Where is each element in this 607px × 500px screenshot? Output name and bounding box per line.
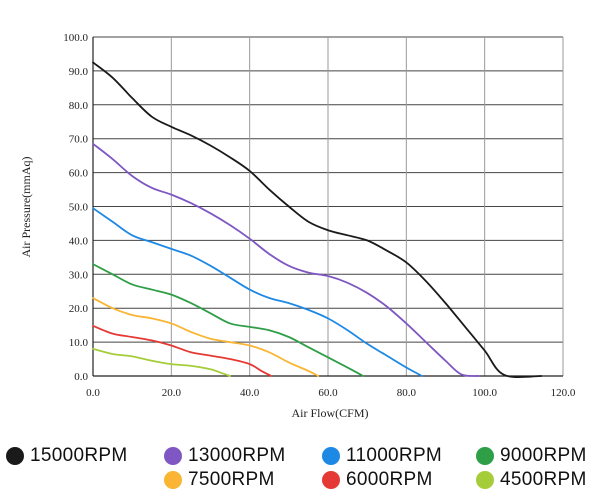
- legend-label: 7500RPM: [188, 469, 275, 490]
- legend-marker: [322, 447, 340, 465]
- series-group: [92, 61, 543, 379]
- legend-label: 9000RPM: [500, 445, 587, 466]
- y-axis-title: Air Pressure(mmAq): [19, 157, 33, 258]
- legend-item: 11000RPM: [322, 444, 442, 468]
- series-line-15000rpm: [92, 61, 543, 379]
- y-tick-label: 50.0: [69, 202, 89, 214]
- chart-svg: 0.0 10.0 20.0 30.0 40.0 50.0 60.0 70.0 80.0 90.0 1…: [19, 32, 576, 420]
- legend-item: 4500RPM: [476, 468, 587, 492]
- y-tick-label: 100.0: [63, 32, 88, 44]
- legend: 15000RPM 13000RPM 11000RPM 9000RPM 7500RPM 60…: [0, 438, 607, 500]
- legend-label: 6000RPM: [346, 469, 433, 490]
- legend-item: 15000RPM: [6, 444, 127, 468]
- x-tick-label: 80.0: [397, 387, 417, 399]
- grid: [93, 36, 564, 376]
- legend-label: 4500RPM: [500, 469, 587, 490]
- y-tick-label: 80.0: [69, 100, 89, 112]
- series-line-13000rpm: [92, 142, 480, 377]
- x-tick-label: 0.0: [86, 387, 100, 399]
- series-line-6000rpm: [92, 324, 273, 377]
- legend-label: 11000RPM: [346, 445, 443, 466]
- x-tick-label: 120.0: [551, 387, 576, 399]
- legend-marker: [6, 447, 24, 465]
- series-line-9000rpm: [92, 263, 365, 377]
- x-tick-label: 60.0: [318, 387, 338, 399]
- legend-marker: [322, 471, 340, 489]
- legend-marker: [476, 447, 494, 465]
- legend-marker: [164, 471, 182, 489]
- y-tick-label: 10.0: [69, 337, 89, 349]
- y-tick-label: 0.0: [74, 371, 88, 383]
- x-tick-label: 100.0: [472, 387, 497, 399]
- x-tick-label: 20.0: [162, 387, 182, 399]
- legend-marker: [164, 447, 182, 465]
- legend-marker: [476, 471, 494, 489]
- legend-label: 13000RPM: [188, 445, 286, 466]
- tick-labels: 0.0 10.0 20.0 30.0 40.0 50.0 60.0 70.0 80.0 90.0 1…: [63, 32, 576, 399]
- y-tick-label: 30.0: [69, 269, 89, 281]
- series-line-11000rpm: [92, 207, 423, 377]
- series-line-7500rpm: [92, 297, 320, 377]
- y-tick-label: 90.0: [69, 66, 89, 78]
- y-tick-label: 20.0: [69, 303, 89, 315]
- axes: [92, 37, 563, 377]
- y-tick-label: 60.0: [69, 168, 89, 180]
- legend-item: 7500RPM: [164, 468, 275, 492]
- x-axis-title: Air Flow(CFM): [291, 406, 368, 420]
- legend-item: 13000RPM: [164, 444, 285, 468]
- legend-item: 9000RPM: [476, 444, 587, 468]
- legend-item: 6000RPM: [322, 468, 433, 492]
- x-tick-label: 40.0: [240, 387, 260, 399]
- legend-label: 15000RPM: [30, 445, 128, 466]
- series-line-4500rpm: [92, 347, 231, 377]
- y-tick-label: 40.0: [69, 235, 89, 247]
- y-tick-label: 70.0: [69, 134, 89, 146]
